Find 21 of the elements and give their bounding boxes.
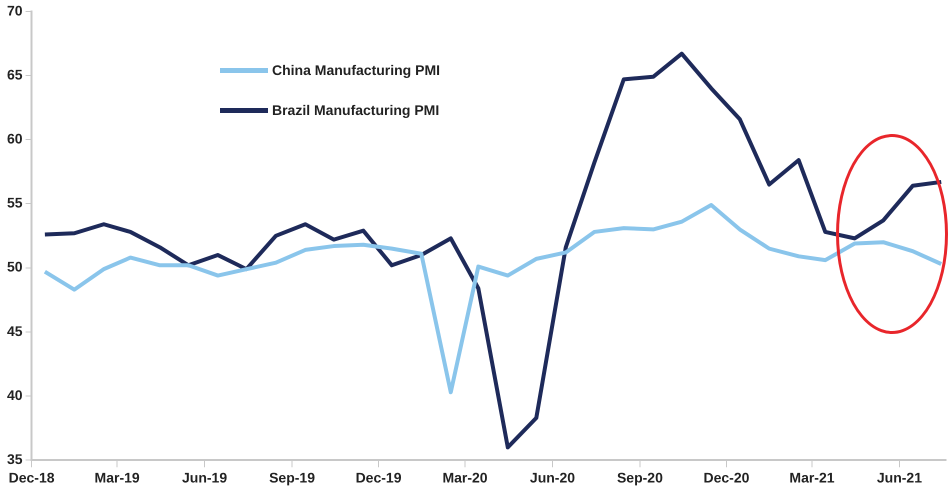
x-tick-label: Mar-19 (94, 469, 140, 486)
x-tick-label: Sep-19 (269, 469, 316, 486)
x-tick-label: Sep-20 (616, 469, 664, 486)
y-tick-label: 35 (6, 451, 23, 468)
legend-label: Brazil Manufacturing PMI (272, 102, 440, 118)
y-tick-label: 40 (6, 386, 23, 403)
y-tick-label: 50 (6, 258, 23, 275)
x-tick-label: Jun-21 (876, 469, 922, 486)
x-tick-label: Jun-19 (182, 469, 228, 486)
x-tick-label: Mar-20 (442, 469, 488, 486)
y-tick-label: 55 (6, 194, 23, 211)
x-tick-label: Dec-19 (356, 469, 402, 486)
y-tick-label: 45 (6, 322, 23, 339)
y-tick-label: 70 (6, 2, 23, 18)
x-tick-label: Mar-21 (789, 469, 835, 486)
y-tick-label: 65 (6, 66, 23, 82)
x-tick-label: Dec-20 (703, 469, 750, 486)
x-tick-label: Jun-20 (530, 469, 576, 486)
y-tick-label: 60 (6, 130, 23, 146)
legend-label: China Manufacturing PMI (272, 62, 440, 78)
x-tick-label: Dec-18 (8, 469, 55, 486)
